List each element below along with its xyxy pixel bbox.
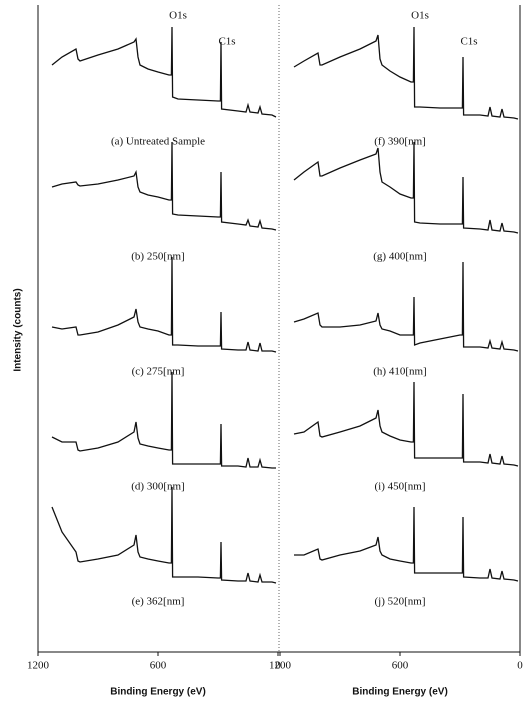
spectrum: [293, 381, 519, 467]
panel-label: (f) 390[nm]: [374, 136, 426, 148]
panel-label: (h) 410[nm]: [373, 366, 426, 378]
panel-label: (c) 275[nm]: [132, 366, 185, 378]
spectrum: [51, 256, 277, 353]
peak-label: O1s: [411, 10, 429, 22]
peak-label: O1s: [169, 10, 187, 22]
x-axis-label: Binding Energy (eV): [110, 687, 206, 698]
y-axis-label: Intensity (counts): [13, 288, 24, 371]
spectrum: [51, 26, 277, 118]
panel-label: (b) 250[nm]: [131, 251, 184, 263]
x-tick-label: 600: [392, 660, 409, 672]
x-tick-label: 0: [517, 660, 523, 672]
x-tick-label: 0: [275, 660, 281, 672]
x-axis-label: Binding Energy (eV): [352, 687, 448, 698]
panel-label: (i) 450[nm]: [374, 481, 425, 493]
panel-label: (j) 520[nm]: [374, 596, 425, 608]
spectrum: [293, 261, 519, 352]
x-tick-label: 1200: [269, 660, 292, 672]
spectrum: [294, 506, 519, 582]
peak-label: C1s: [460, 36, 477, 48]
x-tick-label: 600: [150, 660, 167, 672]
panel-label: (g) 400[nm]: [373, 251, 426, 263]
x-tick-label: 1200: [27, 660, 50, 672]
panel-label: (d) 300[nm]: [131, 481, 184, 493]
peak-label: C1s: [218, 36, 235, 48]
spectrum: [51, 141, 277, 231]
spectrum: [51, 486, 277, 584]
spectrum: [51, 371, 276, 469]
spectrum: [293, 141, 519, 234]
spectrum: [293, 26, 519, 120]
panel-label: (e) 362[nm]: [132, 596, 185, 608]
panel-label: (a) Untreated Sample: [111, 136, 205, 148]
